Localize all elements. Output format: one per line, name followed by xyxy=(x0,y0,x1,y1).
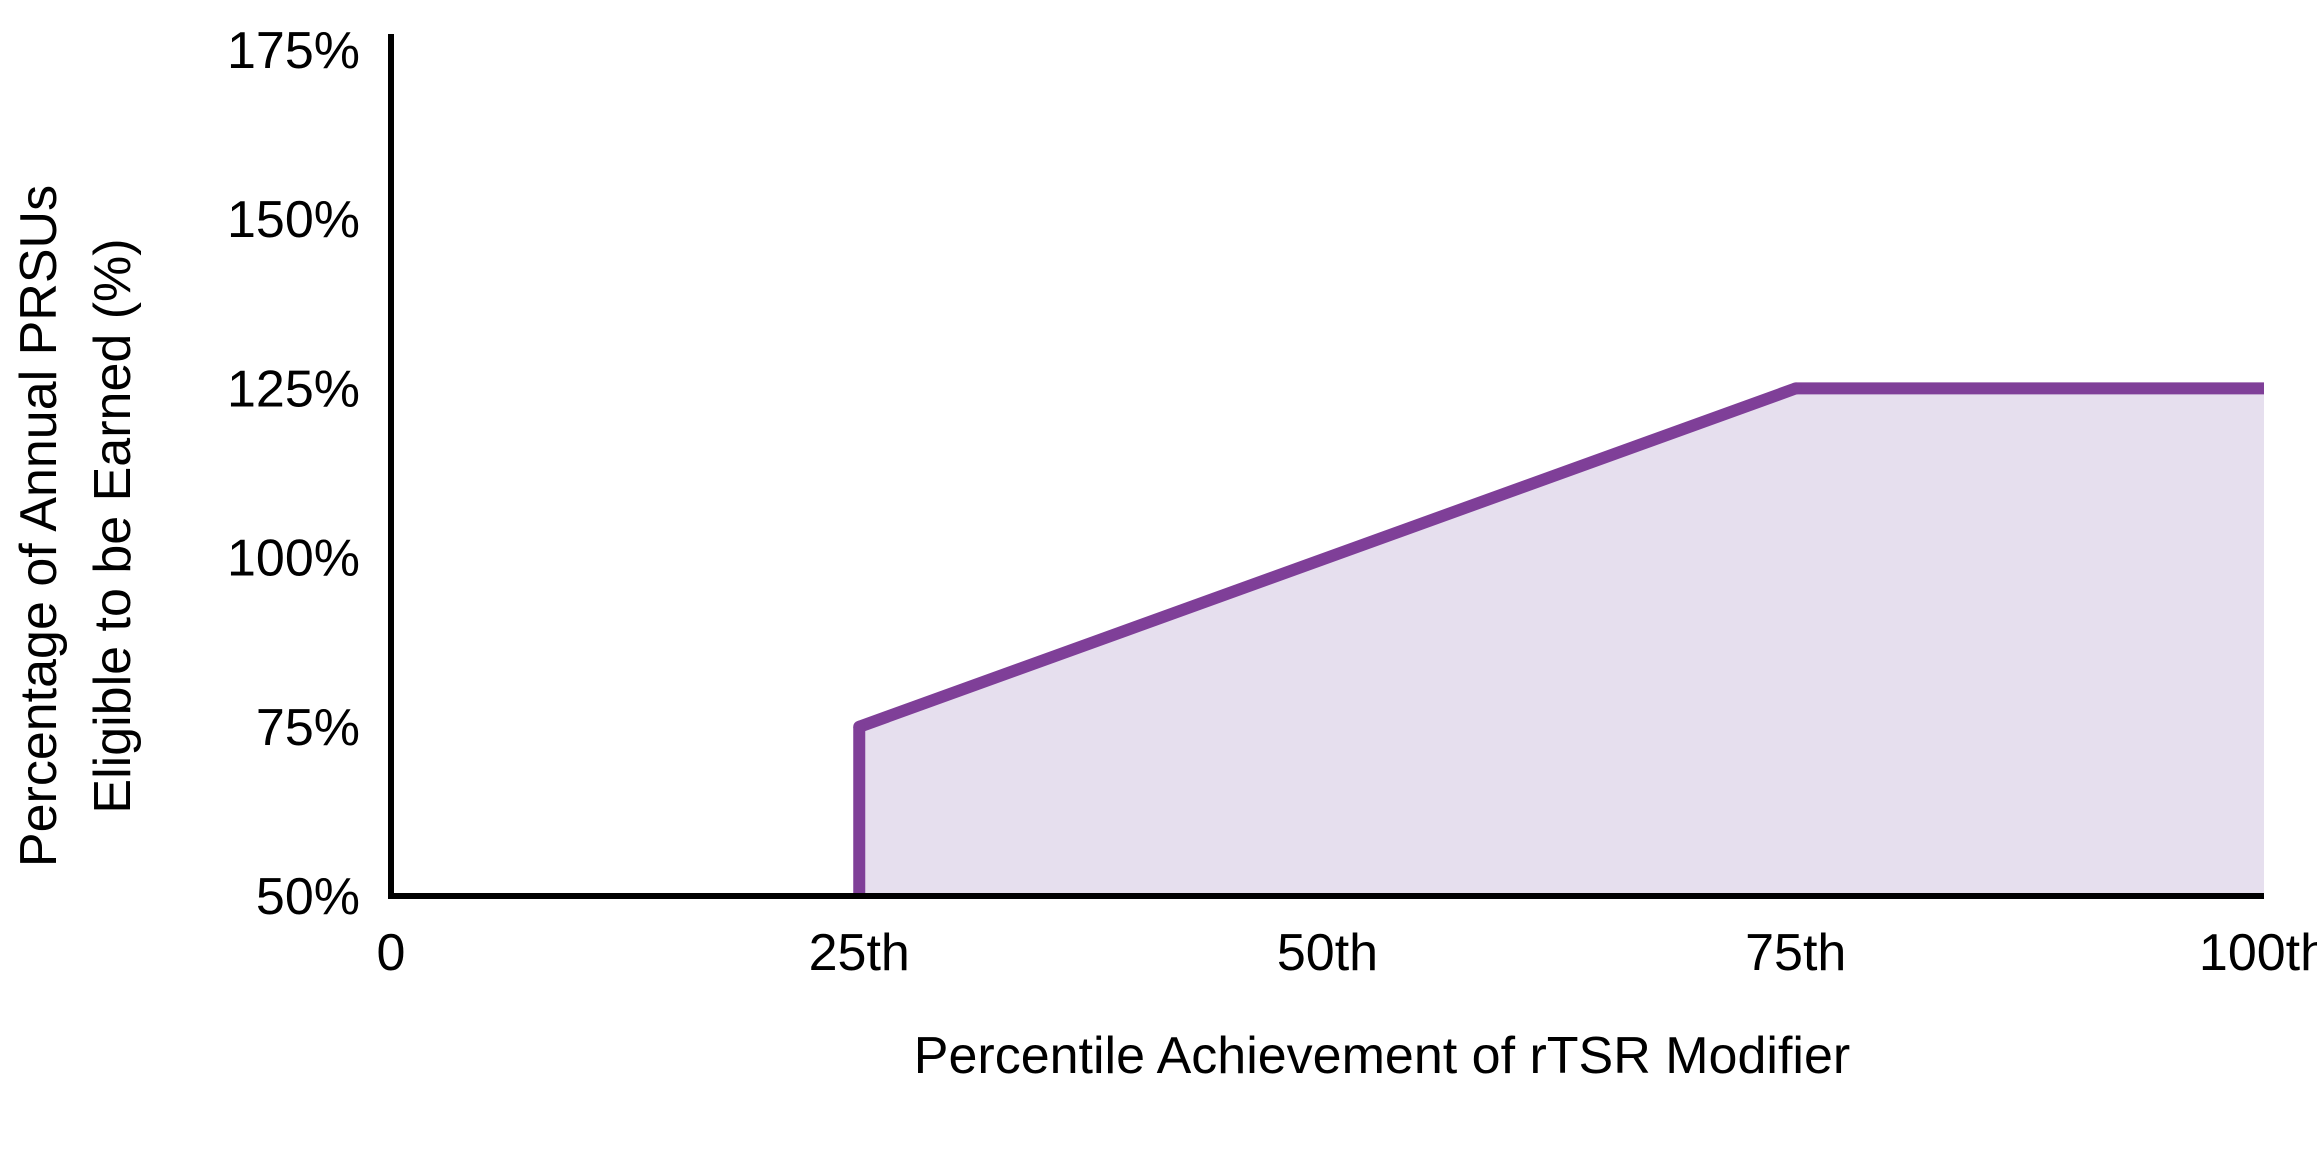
line-segment-2 xyxy=(857,382,1798,733)
x-tick-label: 50th xyxy=(1277,924,1378,982)
y-tick-label: 50% xyxy=(256,868,360,926)
x-tick-label: 75th xyxy=(1745,924,1846,982)
y-tick-label: 125% xyxy=(227,360,360,418)
x-tick-label: 0 xyxy=(377,924,406,982)
y-tick-label: 100% xyxy=(227,530,360,588)
y-tick-label: 75% xyxy=(256,699,360,757)
y-tick-label: 175% xyxy=(227,22,360,80)
y-tick-label: 150% xyxy=(227,191,360,249)
y-tick-labels: 50% 75% 100% 125% 150% 175% xyxy=(227,22,360,926)
line-joint-1 xyxy=(853,720,866,733)
y-axis-title: Percentage of Annual PRSUs Eligible to b… xyxy=(10,185,142,867)
x-tick-label: 25th xyxy=(809,924,910,982)
y-axis-title-line-2: Eligible to be Earned (%) xyxy=(84,238,142,813)
payout-area-fill xyxy=(859,388,2264,896)
payout-line xyxy=(853,382,2264,896)
axes xyxy=(388,34,2264,899)
line-joint-2 xyxy=(1789,382,1802,395)
y-axis-title-line-1: Percentage of Annual PRSUs xyxy=(10,185,68,867)
x-tick-labels: 0 25th 50th 75th 100th xyxy=(377,924,2317,982)
x-tick-label: 100th xyxy=(2199,924,2317,982)
area-fill xyxy=(859,388,2264,896)
x-axis-title: Percentile Achievement of rTSR Modifier xyxy=(914,1027,1850,1085)
